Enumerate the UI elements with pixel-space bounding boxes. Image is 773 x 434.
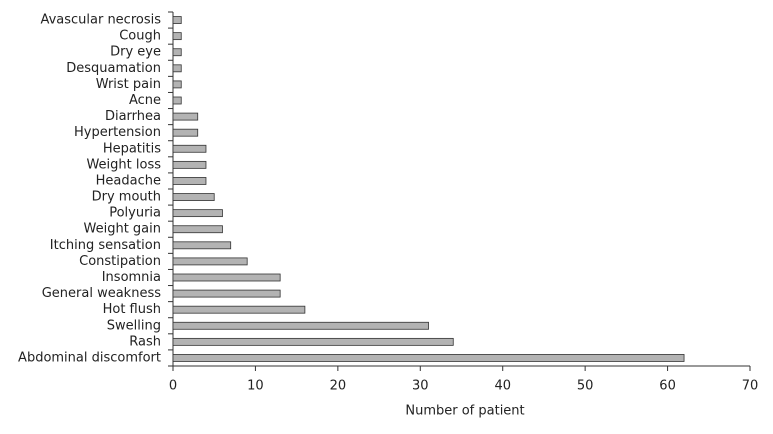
y-tick-label: Abdominal discomfort (18, 350, 161, 365)
x-tick-label: 30 (412, 379, 429, 394)
y-tick-label: Hepatitis (103, 141, 161, 156)
x-tick-label: 10 (247, 379, 264, 394)
y-tick-label: Wrist pain (96, 77, 161, 92)
bar (172, 16, 182, 24)
x-tick-label: 20 (330, 379, 347, 394)
y-tick-label: Headache (96, 173, 161, 188)
bar (172, 177, 207, 185)
y-tick-label: Desquamation (66, 61, 161, 76)
y-tick-label: Rash (129, 334, 161, 349)
y-tick-label: Weight loss (86, 157, 161, 172)
bar (172, 241, 232, 250)
bar (172, 193, 215, 201)
bar (172, 257, 248, 266)
bar (172, 80, 182, 89)
y-tick-label: Dry eye (110, 45, 161, 60)
bar (172, 64, 182, 73)
y-tick-label: Polyuria (109, 206, 161, 221)
bar (172, 337, 454, 346)
x-tick-label: 50 (577, 379, 594, 394)
bar (172, 48, 182, 57)
y-tick-label: General weakness (42, 286, 161, 301)
bar (172, 112, 199, 121)
x-tick-label: 60 (659, 379, 676, 394)
bar (172, 128, 199, 137)
bar (172, 321, 429, 330)
bar (172, 273, 281, 282)
y-tick-label: Diarrhea (105, 109, 161, 124)
y-tick-label: Insomnia (102, 270, 161, 285)
bar (172, 144, 207, 153)
y-tick-label: Weight gain (84, 222, 162, 237)
y-tick-label: Hypertension (74, 125, 161, 140)
bar (172, 289, 281, 298)
y-tick-label: Itching sensation (50, 238, 161, 253)
x-tick-label: 70 (742, 379, 759, 394)
y-tick-label: Hot flush (103, 302, 161, 317)
y-tick-label: Dry mouth (92, 190, 161, 205)
bar (172, 209, 223, 218)
x-tick-label: 0 (169, 379, 177, 394)
bar (172, 96, 182, 105)
x-axis-label: Number of patient (405, 404, 524, 419)
y-tick-label: Acne (129, 93, 161, 108)
bar (172, 225, 223, 234)
y-tick-label: Cough (119, 29, 161, 44)
bar (172, 32, 182, 41)
y-tick-label: Swelling (107, 318, 161, 333)
y-tick-label: Avascular necrosis (40, 13, 161, 28)
x-tick-label: 40 (494, 379, 511, 394)
bar (172, 160, 207, 169)
y-tick-label: Constipation (79, 254, 161, 269)
bar (172, 305, 306, 314)
bar (172, 354, 685, 362)
